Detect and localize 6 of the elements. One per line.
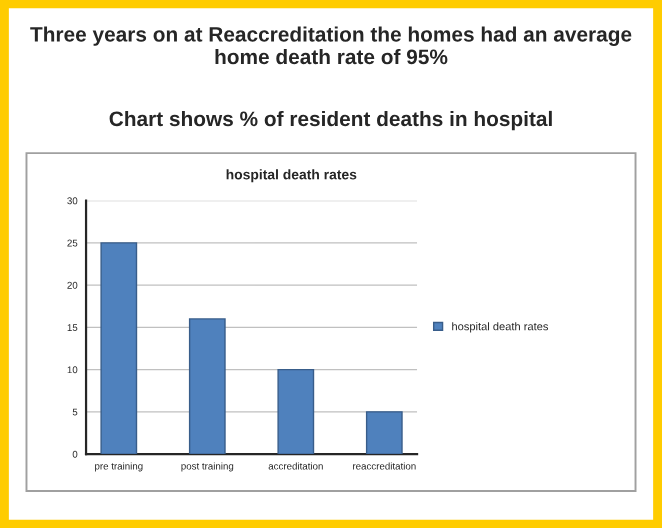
chart-subtitle: Chart shows % of resident deaths in hospital bbox=[109, 110, 552, 131]
bar bbox=[100, 242, 138, 455]
bar bbox=[277, 368, 315, 455]
chart-title: Three years on at Reaccreditation the homes had an average home death rate of 95% bbox=[30, 26, 632, 65]
bar bbox=[188, 318, 226, 455]
bar bbox=[365, 411, 403, 455]
